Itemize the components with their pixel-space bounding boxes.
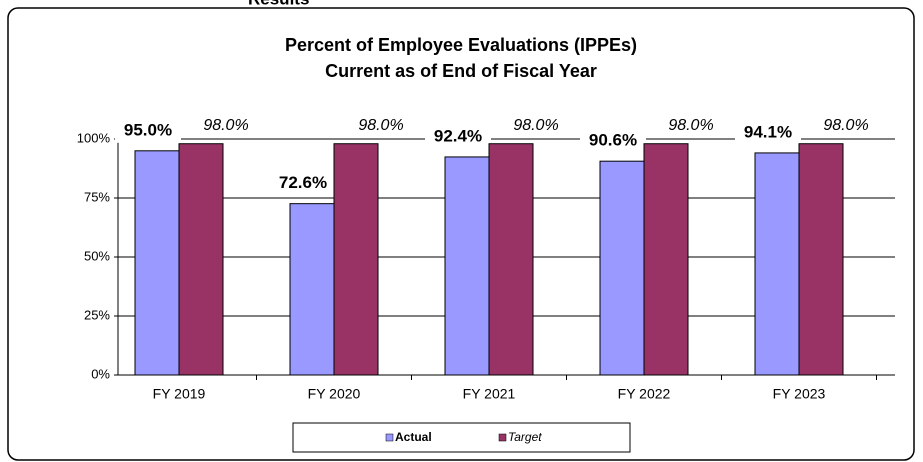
bar	[488, 143, 534, 376]
data-label: 72.6%	[279, 173, 327, 192]
data-label: 98.0%	[668, 117, 713, 134]
data-label: 98.0%	[513, 117, 558, 134]
bar	[798, 143, 844, 376]
data-label-bg	[735, 120, 801, 145]
data-label: 95.0%	[124, 120, 172, 139]
x-tick-label: FY 2019	[153, 386, 206, 402]
bar	[754, 152, 800, 376]
y-tick-label: 25%	[84, 307, 110, 322]
chart-frame	[7, 7, 915, 461]
chart-title: Current as of End of Fiscal Year	[325, 61, 597, 81]
legend	[292, 422, 631, 453]
bar	[289, 203, 335, 376]
y-tick-label: 75%	[84, 189, 110, 204]
y-tick-label: 50%	[84, 248, 110, 263]
chart-title: Percent of Employee Evaluations (IPPEs)	[285, 35, 637, 55]
legend-label: Target	[508, 430, 542, 444]
bar	[444, 156, 490, 376]
data-label: 90.6%	[589, 131, 637, 150]
legend-swatch	[385, 433, 394, 442]
data-label: 92.4%	[434, 126, 482, 145]
x-tick-label: FY 2021	[463, 386, 516, 402]
bar	[599, 160, 645, 376]
bar	[643, 143, 689, 376]
x-tick-label: FY 2020	[308, 386, 361, 402]
page-heading: Results	[248, 0, 309, 8]
data-label: 98.0%	[203, 117, 248, 134]
data-label: 98.0%	[823, 117, 868, 134]
x-tick-label: FY 2022	[618, 386, 671, 402]
data-label-bg	[425, 124, 491, 149]
x-tick-label: FY 2023	[773, 386, 826, 402]
y-tick-label: 100%	[77, 130, 111, 145]
data-label: 98.0%	[358, 117, 403, 134]
legend-label: Actual	[395, 430, 432, 444]
data-label-bg	[270, 171, 336, 196]
bar	[134, 150, 180, 376]
legend-swatch	[498, 433, 507, 442]
data-label: 94.1%	[744, 122, 792, 141]
bar	[178, 143, 224, 376]
bar	[333, 143, 379, 376]
data-label-bg	[580, 129, 646, 154]
data-label-bg	[115, 118, 181, 143]
y-tick-label: 0%	[91, 366, 110, 381]
